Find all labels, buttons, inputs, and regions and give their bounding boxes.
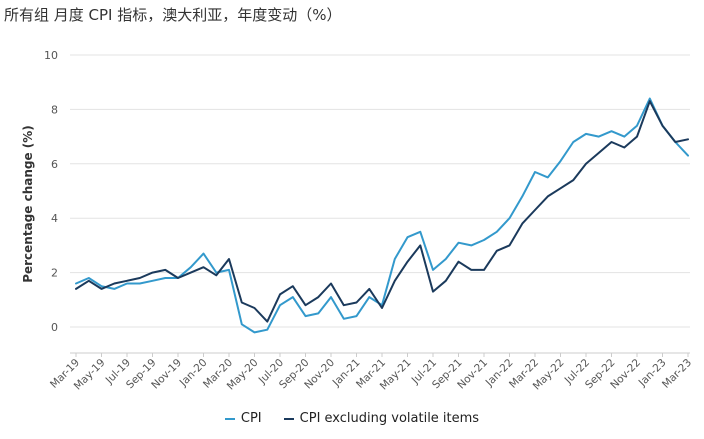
series-line-cpi-excl xyxy=(75,100,689,323)
y-tick-label: 4 xyxy=(51,212,58,225)
legend-swatch-cpi-excl xyxy=(283,417,294,420)
y-tick-label: 10 xyxy=(44,49,58,62)
y-tick-label: 8 xyxy=(51,103,58,116)
legend: CPI CPI excluding volatile items xyxy=(0,411,704,426)
y-tick-label: 2 xyxy=(51,267,58,280)
legend-swatch-cpi xyxy=(224,417,235,420)
legend-item-cpi-excl[interactable]: CPI excluding volatile items xyxy=(283,411,480,426)
legend-label-cpi: CPI xyxy=(240,411,262,426)
chart-title: 所有组 月度 CPI 指标，澳大利亚，年度变动（%） xyxy=(4,6,342,24)
series-line-cpi xyxy=(75,97,689,334)
y-tick-label: 0 xyxy=(51,321,58,334)
legend-label-cpi-excl: CPI excluding volatile items xyxy=(299,411,480,426)
y-axis-label: Percentage change (%) xyxy=(21,125,35,283)
y-tick-label: 6 xyxy=(51,158,58,171)
legend-item-cpi[interactable]: CPI xyxy=(224,411,262,426)
